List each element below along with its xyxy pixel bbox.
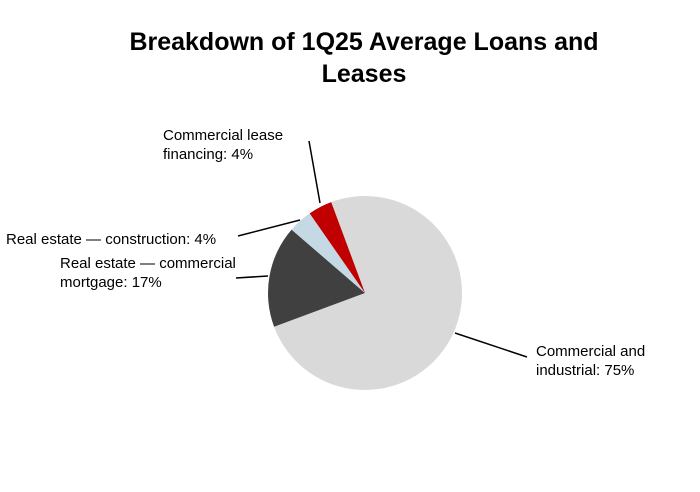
pie-slice [291, 213, 365, 293]
leader-line [454, 332, 528, 358]
chart-title: Breakdown of 1Q25 Average Loans and Leas… [129, 28, 599, 88]
pie-slice [309, 202, 365, 293]
slice-label: Commercial and industrial: 75% [536, 343, 646, 379]
leader-line [308, 140, 321, 204]
slice-label: Real estate — commercial mortgage: 17% [60, 255, 236, 291]
slice-label: Commercial lease financing: 4% [163, 127, 284, 163]
pie-slice [274, 196, 462, 390]
leader-line [235, 275, 269, 279]
slice-label: Real estate — construction: 4% [6, 231, 217, 248]
pie-slice [268, 229, 365, 327]
leader-line [237, 219, 301, 237]
